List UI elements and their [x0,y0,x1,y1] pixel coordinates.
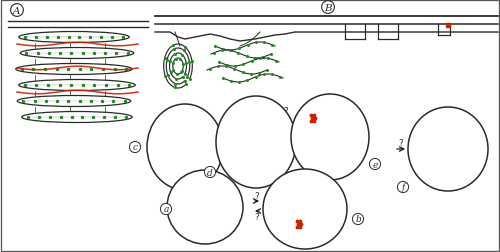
Ellipse shape [147,105,223,190]
Text: ?: ? [284,107,288,116]
Ellipse shape [291,94,369,180]
Ellipse shape [19,80,136,91]
Ellipse shape [216,97,296,188]
Ellipse shape [20,48,134,59]
Text: c: c [132,143,138,152]
Ellipse shape [22,112,132,123]
Text: B: B [324,4,332,12]
Text: ?: ? [254,213,260,222]
Text: f: f [402,183,404,192]
Text: A: A [14,7,21,15]
Text: ?: ? [284,136,290,145]
Ellipse shape [18,96,131,107]
Text: b: b [355,215,361,224]
Text: d: d [207,168,213,177]
Ellipse shape [408,108,488,191]
Ellipse shape [16,64,132,75]
Ellipse shape [167,170,243,244]
Ellipse shape [19,32,130,43]
Ellipse shape [263,169,347,249]
Text: a: a [164,205,168,214]
Text: ?: ? [398,138,404,147]
Text: ?: ? [254,192,260,201]
Text: e: e [372,160,378,169]
